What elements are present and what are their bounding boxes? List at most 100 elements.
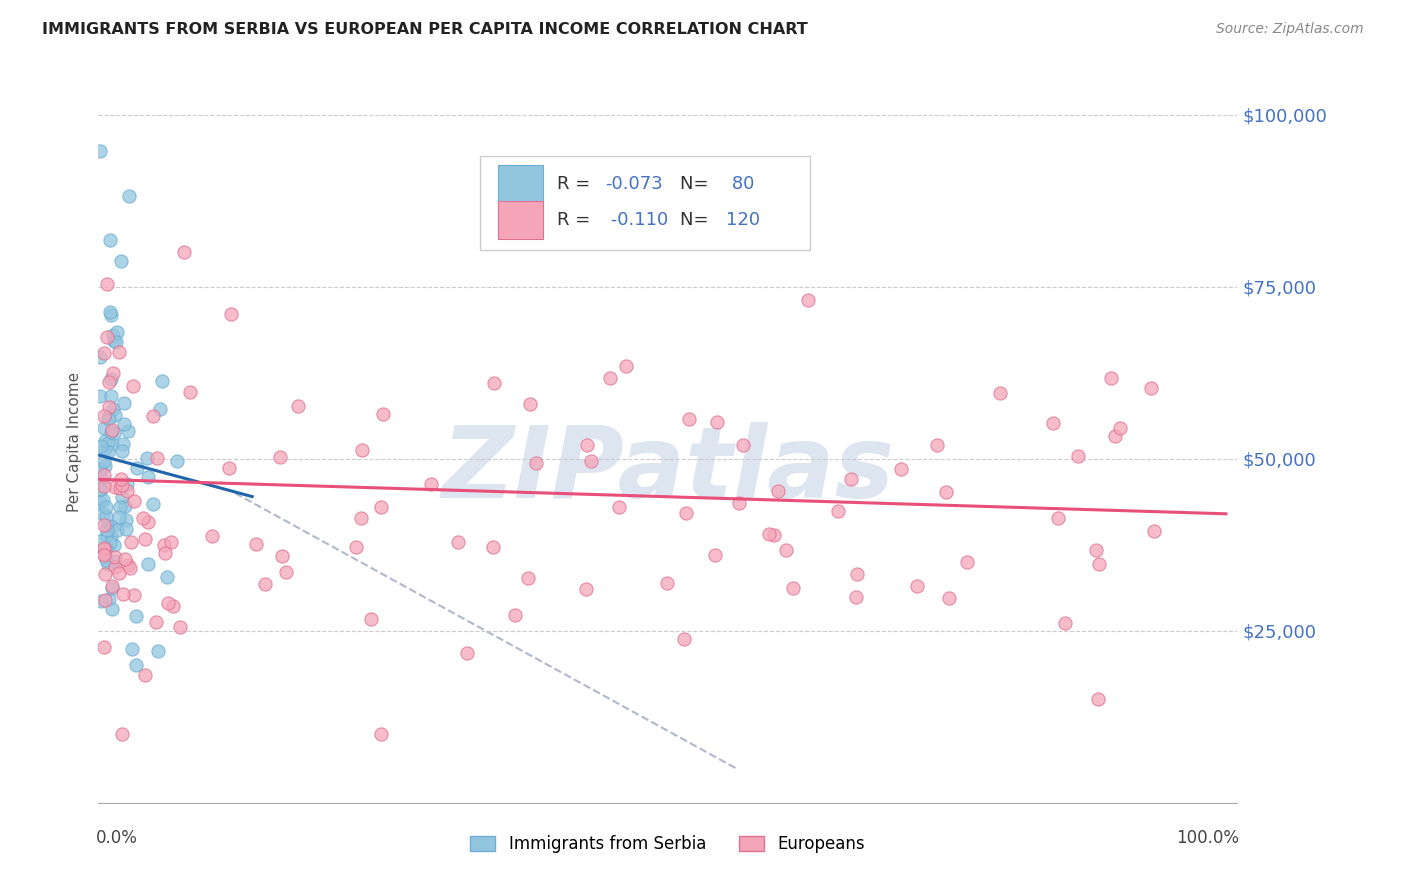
Text: 120: 120 <box>725 211 761 228</box>
Point <box>1046 511 1069 525</box>
Point <box>111 437 134 451</box>
Point <box>938 591 960 606</box>
Point <box>111 444 134 458</box>
Point <box>90 439 112 453</box>
Point <box>219 307 242 321</box>
Point <box>117 424 139 438</box>
Point <box>156 569 179 583</box>
Point <box>112 587 135 601</box>
Point <box>287 399 309 413</box>
Point <box>110 472 132 486</box>
Point <box>93 346 115 360</box>
Point <box>101 518 124 533</box>
Point <box>575 582 598 596</box>
Point <box>482 540 505 554</box>
Point <box>101 402 124 417</box>
Point <box>104 549 127 564</box>
Text: 0.0%: 0.0% <box>96 829 138 847</box>
Point <box>350 510 373 524</box>
Point <box>519 397 541 411</box>
Point <box>94 508 117 523</box>
Point <box>115 512 138 526</box>
Point <box>516 571 538 585</box>
Y-axis label: Per Capita Income: Per Capita Income <box>67 371 83 512</box>
Point <box>179 385 201 400</box>
Text: ZIPatlas: ZIPatlas <box>441 422 894 519</box>
Point <box>524 456 547 470</box>
Point <box>136 469 159 483</box>
Point <box>988 385 1011 400</box>
Point <box>89 388 111 402</box>
Point <box>419 477 441 491</box>
Point <box>1143 524 1166 538</box>
Point <box>89 482 111 496</box>
Point <box>96 524 118 538</box>
Point <box>96 517 118 532</box>
Point <box>103 425 125 440</box>
Point <box>101 423 124 437</box>
Point <box>827 504 849 518</box>
Point <box>271 549 294 563</box>
Point <box>1066 449 1088 463</box>
Point <box>101 328 124 343</box>
Point <box>146 451 169 466</box>
Point <box>125 609 148 624</box>
Point <box>846 566 869 581</box>
Point <box>218 461 240 475</box>
Point <box>94 442 117 456</box>
Point <box>614 359 637 374</box>
Point <box>103 554 125 568</box>
Point <box>104 335 127 350</box>
Point <box>94 567 117 582</box>
Point <box>112 396 135 410</box>
Point <box>110 500 132 514</box>
Point <box>93 640 115 654</box>
Text: IMMIGRANTS FROM SERBIA VS EUROPEAN PER CAPITA INCOME CORRELATION CHART: IMMIGRANTS FROM SERBIA VS EUROPEAN PER C… <box>42 22 808 37</box>
Point <box>94 553 117 567</box>
Point <box>146 643 169 657</box>
Point <box>90 594 112 608</box>
Point <box>98 412 121 426</box>
Point <box>93 541 115 556</box>
Point <box>100 308 122 322</box>
Point <box>96 330 118 344</box>
Point <box>581 454 603 468</box>
Point <box>100 389 122 403</box>
Point <box>101 366 124 380</box>
Point <box>110 254 132 268</box>
Point <box>111 727 134 741</box>
Point <box>134 533 156 547</box>
FancyBboxPatch shape <box>498 201 543 238</box>
Point <box>704 548 727 562</box>
Point <box>142 409 165 423</box>
Text: N=: N= <box>681 211 714 228</box>
Point <box>169 620 191 634</box>
Point <box>93 548 115 562</box>
Point <box>344 540 367 554</box>
Point <box>98 233 121 247</box>
Point <box>108 509 131 524</box>
Point <box>98 592 121 607</box>
Point <box>114 551 136 566</box>
Point <box>89 462 111 476</box>
Point <box>733 438 755 452</box>
Point <box>111 491 134 505</box>
Point <box>956 555 979 569</box>
Point <box>108 566 131 581</box>
Point <box>1087 691 1109 706</box>
Point <box>104 408 127 422</box>
Point <box>132 511 155 525</box>
Point <box>108 481 131 495</box>
Point <box>97 376 120 390</box>
Point <box>114 417 136 431</box>
Point <box>166 454 188 468</box>
Point <box>153 546 176 560</box>
Point <box>94 593 117 607</box>
Point <box>1088 557 1111 571</box>
Point <box>655 575 678 590</box>
Text: -0.110: -0.110 <box>605 211 668 228</box>
Point <box>927 438 949 452</box>
FancyBboxPatch shape <box>498 165 543 202</box>
Point <box>105 325 128 339</box>
Point <box>97 557 120 571</box>
